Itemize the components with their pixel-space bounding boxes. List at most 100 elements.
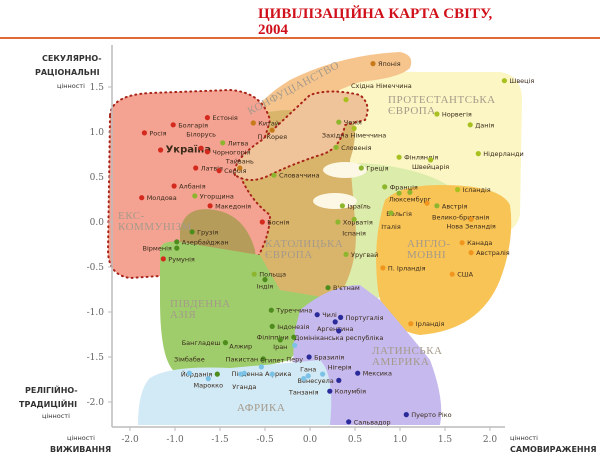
- country-dot: [260, 356, 266, 362]
- country-label: Польща: [259, 271, 286, 279]
- country-dot: [141, 130, 147, 136]
- country-point: Домініканська республіка: [294, 328, 383, 342]
- country-dot: [325, 285, 331, 291]
- y-ticks: 1.5 1.0 0.5 0.0 -0.5 -1.0 -1.5 -2.0: [87, 83, 112, 408]
- country-point: Тайвань: [225, 158, 254, 171]
- country-dot: [216, 168, 222, 174]
- chart-title: ЦИВІЛІЗАЦІЙНА КАРТА СВІТУ, 2004: [258, 6, 492, 38]
- country-point: Індонезія: [269, 323, 309, 331]
- country-point: Італія: [381, 210, 401, 231]
- country-dot: [396, 154, 402, 160]
- country-dot: [333, 144, 339, 150]
- country-label: Індонезія: [277, 323, 309, 331]
- country-point: Люксембург: [389, 189, 432, 203]
- country-dot: [306, 354, 312, 360]
- country-label: Ізраїль: [347, 202, 370, 210]
- country-dot: [292, 342, 298, 348]
- country-label: Велико-британія: [432, 214, 489, 222]
- country-point: Іспанія: [342, 216, 366, 237]
- country-point: Китай: [250, 120, 279, 128]
- country-dot: [336, 119, 342, 125]
- country-point: Бразилія: [306, 354, 344, 362]
- country-dot: [468, 250, 474, 256]
- country-label: Молдова: [147, 194, 177, 202]
- country-label: Єгипет: [260, 357, 284, 365]
- country-label: Пакистан: [226, 355, 259, 363]
- country-dot: [358, 165, 364, 171]
- country-dot: [355, 370, 361, 376]
- region-label-latin-1: ЛАТИНСЬКА: [372, 345, 442, 357]
- country-dot: [449, 271, 455, 277]
- y-bottom-label-2: ТРАДИЦІЙНІ: [19, 398, 77, 409]
- country-point: Канада: [459, 239, 492, 247]
- country-dot: [158, 147, 164, 153]
- country-label: Фінляндія: [404, 154, 438, 162]
- country-dot: [189, 229, 195, 235]
- country-dot: [237, 165, 243, 171]
- country-point: Єгипет: [260, 357, 285, 377]
- country-dot: [277, 337, 283, 343]
- country-point: Австрія: [434, 202, 467, 210]
- country-dot: [332, 319, 338, 325]
- country-label: Бангладеш: [182, 339, 221, 347]
- country-dot: [301, 376, 307, 382]
- country-point: Уругвай: [343, 251, 378, 259]
- country-point: Сальвадор: [346, 418, 391, 426]
- country-point: Хорватія: [335, 219, 373, 227]
- country-point: Грузія: [189, 228, 218, 236]
- y-tick-label: -1.5: [87, 353, 105, 363]
- country-point: Чорногорія: [204, 148, 251, 156]
- region-label-catholic-1: КАТОЛИЦЬКА: [265, 238, 343, 250]
- x-tick-label: 1.5: [438, 435, 453, 445]
- country-label: Філіппіни: [257, 334, 289, 342]
- country-dot: [428, 157, 434, 163]
- country-point: Гана: [300, 365, 316, 379]
- country-dot: [475, 151, 481, 157]
- country-label: Бразилія: [314, 354, 344, 362]
- country-label: Македонія: [215, 202, 251, 210]
- country-dot: [388, 210, 394, 216]
- country-dot: [434, 111, 440, 117]
- country-label: Алжир: [229, 343, 252, 351]
- region-israel-bubble: [313, 193, 357, 209]
- country-point: Алжир: [229, 343, 252, 377]
- country-dot: [291, 334, 297, 340]
- country-dot: [467, 122, 473, 128]
- y-top-label-2: РАЦІОНАЛЬНІ: [35, 68, 100, 77]
- country-point: Бельгія: [386, 190, 412, 218]
- country-dot: [139, 195, 145, 201]
- country-label: Чилі: [322, 311, 337, 319]
- country-dot: [193, 165, 199, 171]
- country-point: Білорусь: [186, 131, 216, 151]
- country-point: Пуерто Ріко: [403, 411, 452, 419]
- country-label: Колумбія: [335, 388, 366, 396]
- country-label: Боснія: [267, 219, 289, 227]
- country-point: Австралія: [468, 249, 510, 257]
- country-dot: [204, 149, 210, 155]
- country-label: Уганда: [232, 383, 256, 391]
- x-ticks: -2.0 -1.0 -1.5 -0.5 0.0 0.5 1.0 1.5 2.0: [121, 427, 497, 445]
- country-dot: [258, 364, 264, 370]
- country-point: США: [449, 271, 474, 279]
- country-dot: [327, 388, 333, 394]
- country-label: Латвія: [201, 165, 223, 173]
- country-dot: [408, 321, 414, 327]
- country-dot: [339, 203, 345, 209]
- x-tick-label: 1.0: [393, 435, 408, 445]
- country-dot: [174, 239, 180, 245]
- country-dot: [336, 328, 342, 334]
- chart-title-line1: ЦИВІЛІЗАЦІЙНА КАРТА СВІТУ,: [258, 6, 493, 22]
- country-point: Зімбабве: [174, 356, 205, 376]
- country-label: Пуерто Ріко: [411, 411, 451, 419]
- country-label: Словаччина: [279, 172, 320, 180]
- country-point: Східна Німеччина: [343, 82, 412, 103]
- country-dot: [269, 323, 275, 329]
- y-tick-label: -2.0: [87, 398, 105, 408]
- country-dot: [343, 251, 349, 257]
- country-point: Швейцарія: [412, 157, 449, 171]
- country-point: Португалія: [338, 314, 384, 322]
- country-dot: [468, 216, 474, 222]
- x-tick-label: -1.0: [166, 435, 184, 445]
- country-dot: [305, 373, 311, 379]
- country-label: США: [457, 271, 473, 279]
